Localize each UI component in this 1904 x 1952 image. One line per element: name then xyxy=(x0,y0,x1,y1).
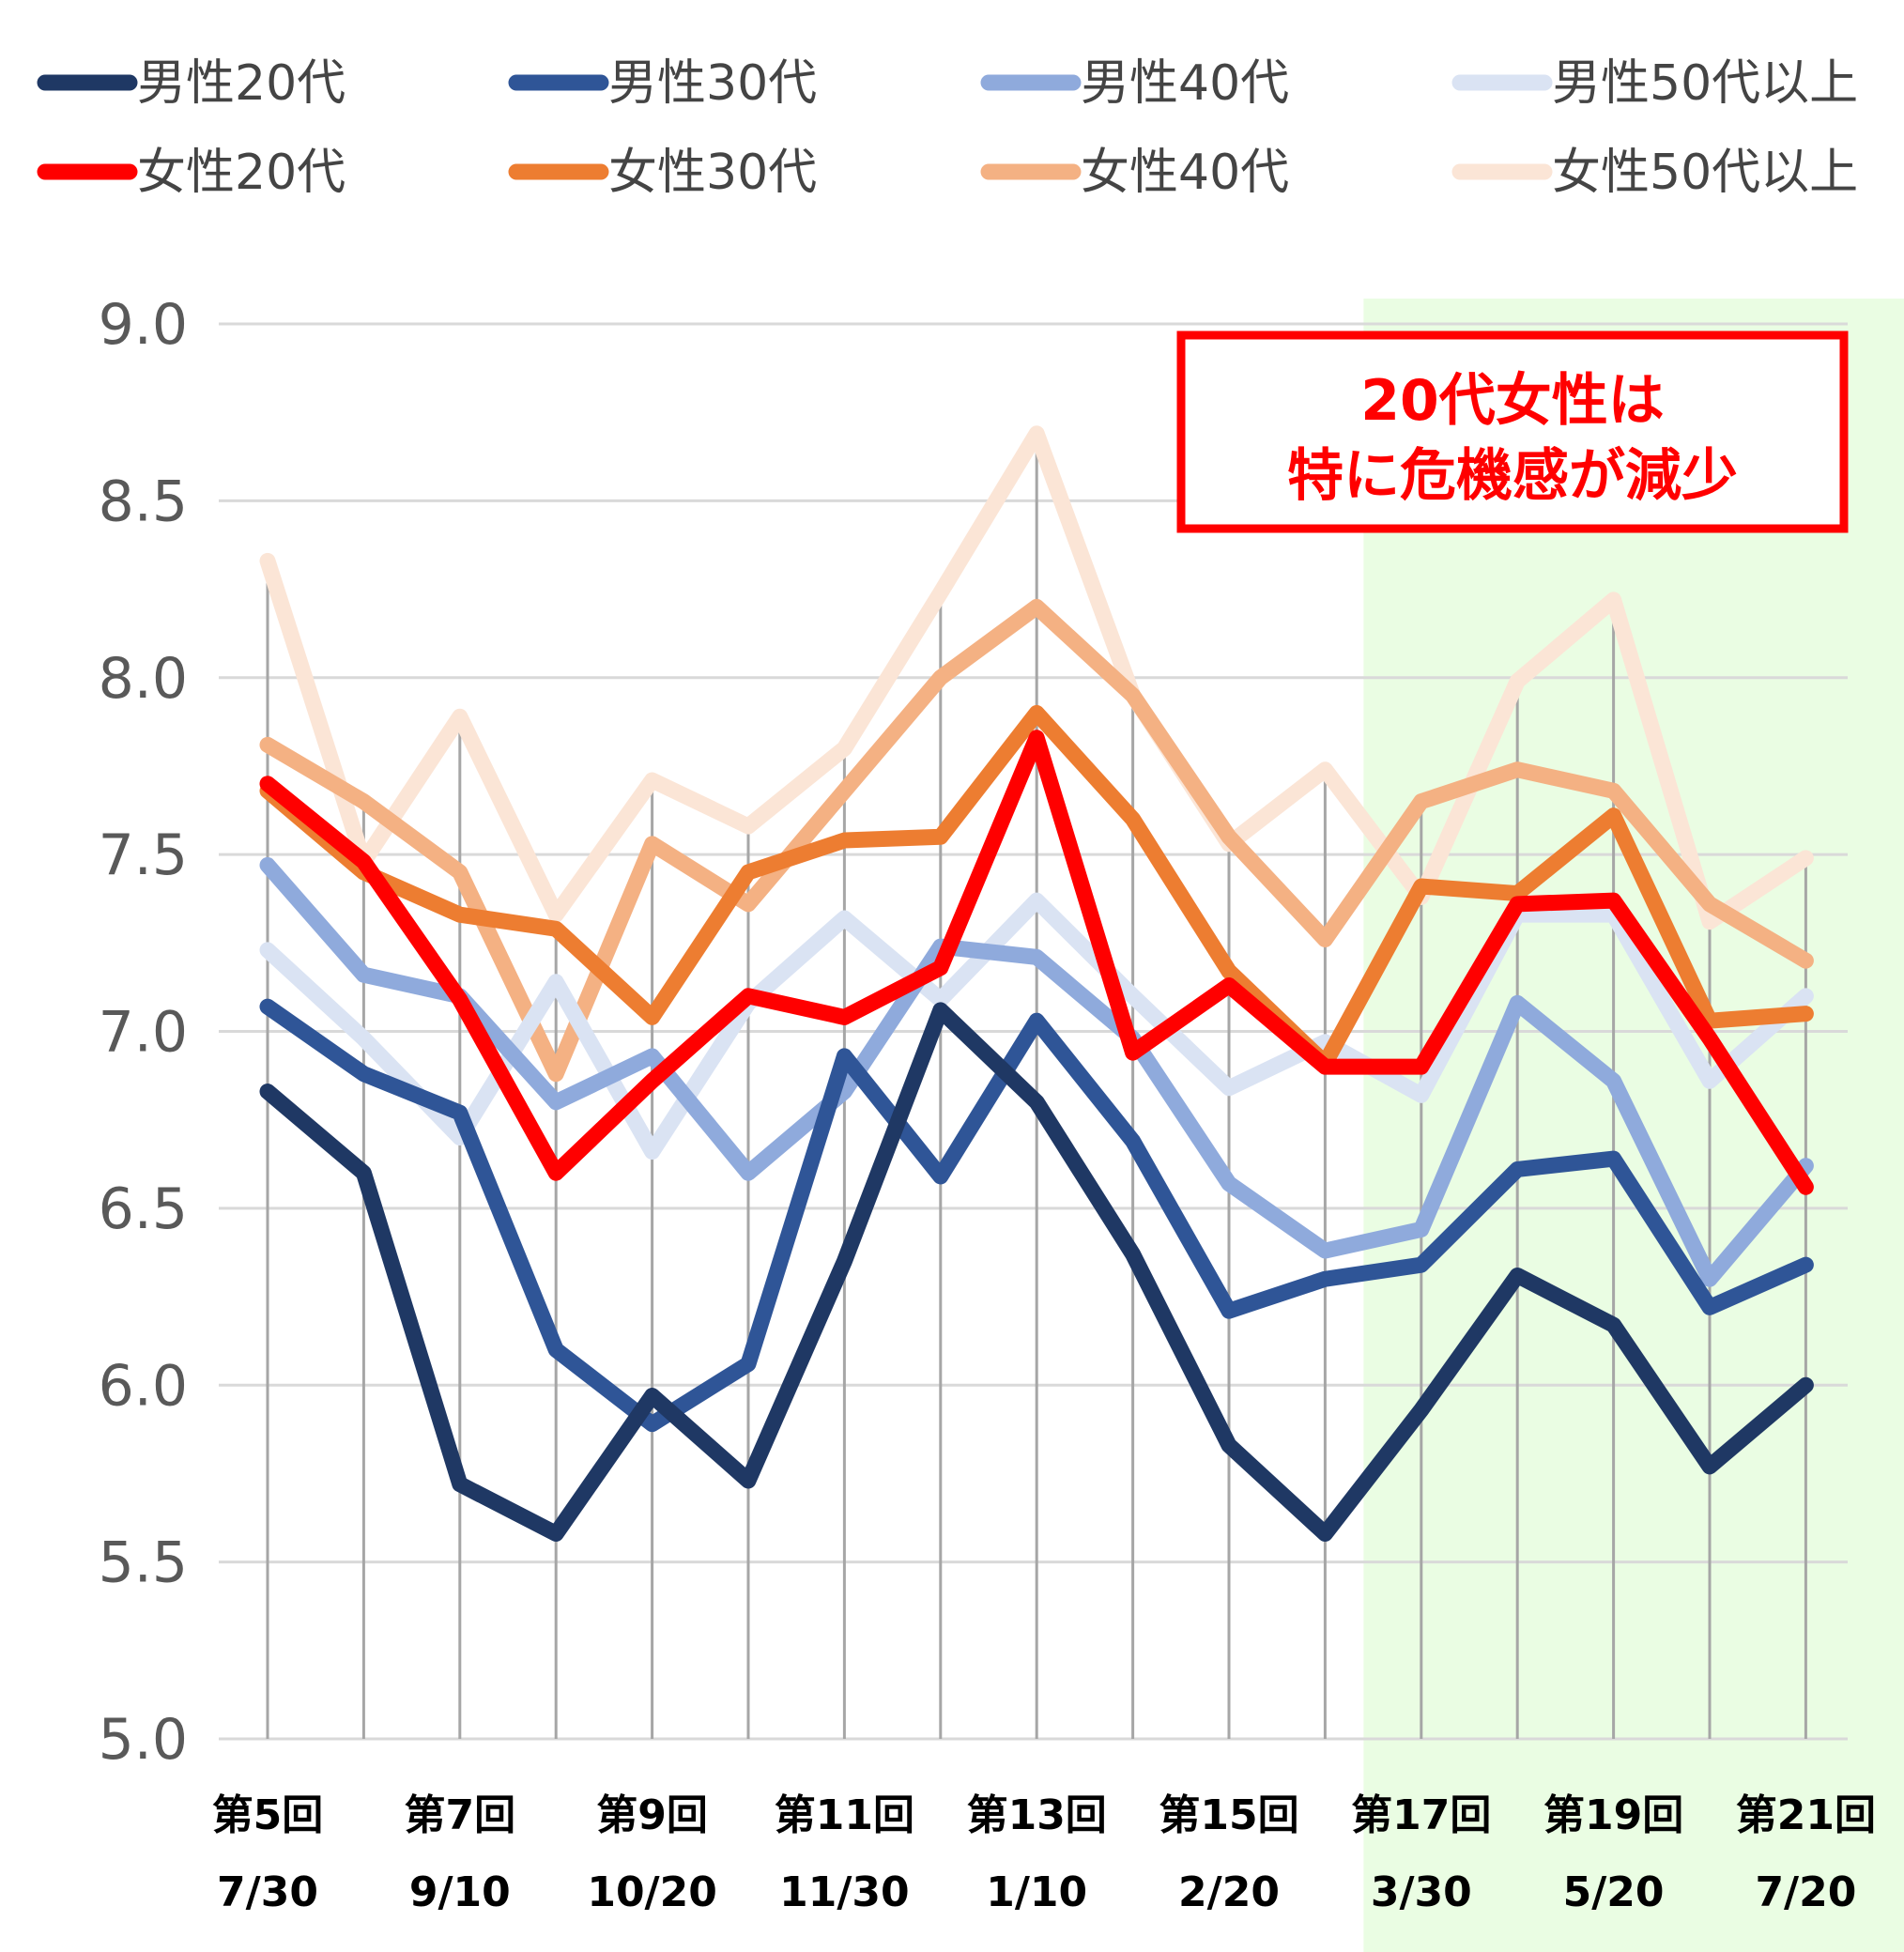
annotation-box xyxy=(1176,330,1849,533)
y-tick-label: 8.0 xyxy=(99,646,188,712)
legend-label: 女性50代以上 xyxy=(1552,145,1858,201)
legend-label: 女性40代 xyxy=(1081,145,1289,201)
x-axis-tick-labels: 第5回 7/30 第7回 9/10 第9回 10/20 第11回 11/30 第13回 1/10 第… xyxy=(212,1791,1876,1916)
series-lines xyxy=(259,425,1814,1542)
legend-label: 男性20代 xyxy=(137,55,345,112)
series-line-6 xyxy=(259,704,1814,1071)
x-tick-label: 第17回 xyxy=(1351,1791,1491,1839)
x-tick-label: 第21回 xyxy=(1736,1791,1876,1839)
series-line-1 xyxy=(259,1002,1814,1542)
y-tick-label: 7.0 xyxy=(99,1000,188,1066)
x-tick-sublabel: 7/30 xyxy=(217,1868,318,1916)
x-tick-sublabel: 7/20 xyxy=(1755,1868,1856,1916)
y-tick-label: 5.5 xyxy=(99,1530,188,1596)
y-tick-label: 5.0 xyxy=(99,1707,188,1773)
x-tick-label: 第7回 xyxy=(404,1791,515,1839)
x-tick-sublabel: 10/20 xyxy=(587,1868,717,1916)
series-line-3 xyxy=(259,856,1814,1287)
x-tick-label: 第15回 xyxy=(1159,1791,1298,1839)
annotation-line-1: 20代女性は xyxy=(1360,368,1665,434)
y-tick-label: 6.5 xyxy=(99,1176,188,1242)
annotation-callout: 20代女性は 特に危機感が減少 xyxy=(1176,330,1849,533)
x-tick-sublabel: 1/10 xyxy=(986,1868,1087,1916)
series-line-8 xyxy=(259,425,1814,930)
x-tick-sublabel: 9/10 xyxy=(409,1868,511,1916)
x-tick-sublabel: 5/20 xyxy=(1563,1868,1665,1916)
x-tick-label: 第19回 xyxy=(1543,1791,1683,1839)
x-tick-label: 第13回 xyxy=(967,1791,1107,1839)
series-line-7 xyxy=(259,598,1814,1083)
legend-label: 男性50代以上 xyxy=(1552,55,1858,112)
legend-label: 女性20代 xyxy=(137,145,345,201)
legend-label: 男性40代 xyxy=(1081,55,1289,112)
y-tick-label: 6.0 xyxy=(99,1353,188,1419)
annotation-line-2: 特に危機感が減少 xyxy=(1287,443,1738,509)
series-line-4 xyxy=(259,892,1814,1160)
x-tick-sublabel: 3/30 xyxy=(1371,1868,1472,1916)
series-line-2 xyxy=(259,998,1814,1433)
legend-label: 男性30代 xyxy=(608,55,817,112)
series-line-5 xyxy=(259,730,1814,1195)
y-tick-label: 9.0 xyxy=(99,292,188,358)
x-tick-label: 第11回 xyxy=(775,1791,914,1839)
y-axis-tick-labels: 5.0 5.5 6.0 6.5 7.0 7.5 8.0 8.5 9.0 xyxy=(99,292,188,1773)
x-tick-label: 第9回 xyxy=(596,1791,708,1839)
legend-label: 女性30代 xyxy=(608,145,817,201)
x-tick-label: 第5回 xyxy=(212,1791,324,1839)
x-tick-sublabel: 11/30 xyxy=(779,1868,910,1916)
y-tick-label: 7.5 xyxy=(99,822,188,888)
x-tick-sublabel: 2/20 xyxy=(1178,1868,1280,1916)
y-tick-label: 8.5 xyxy=(99,469,188,534)
